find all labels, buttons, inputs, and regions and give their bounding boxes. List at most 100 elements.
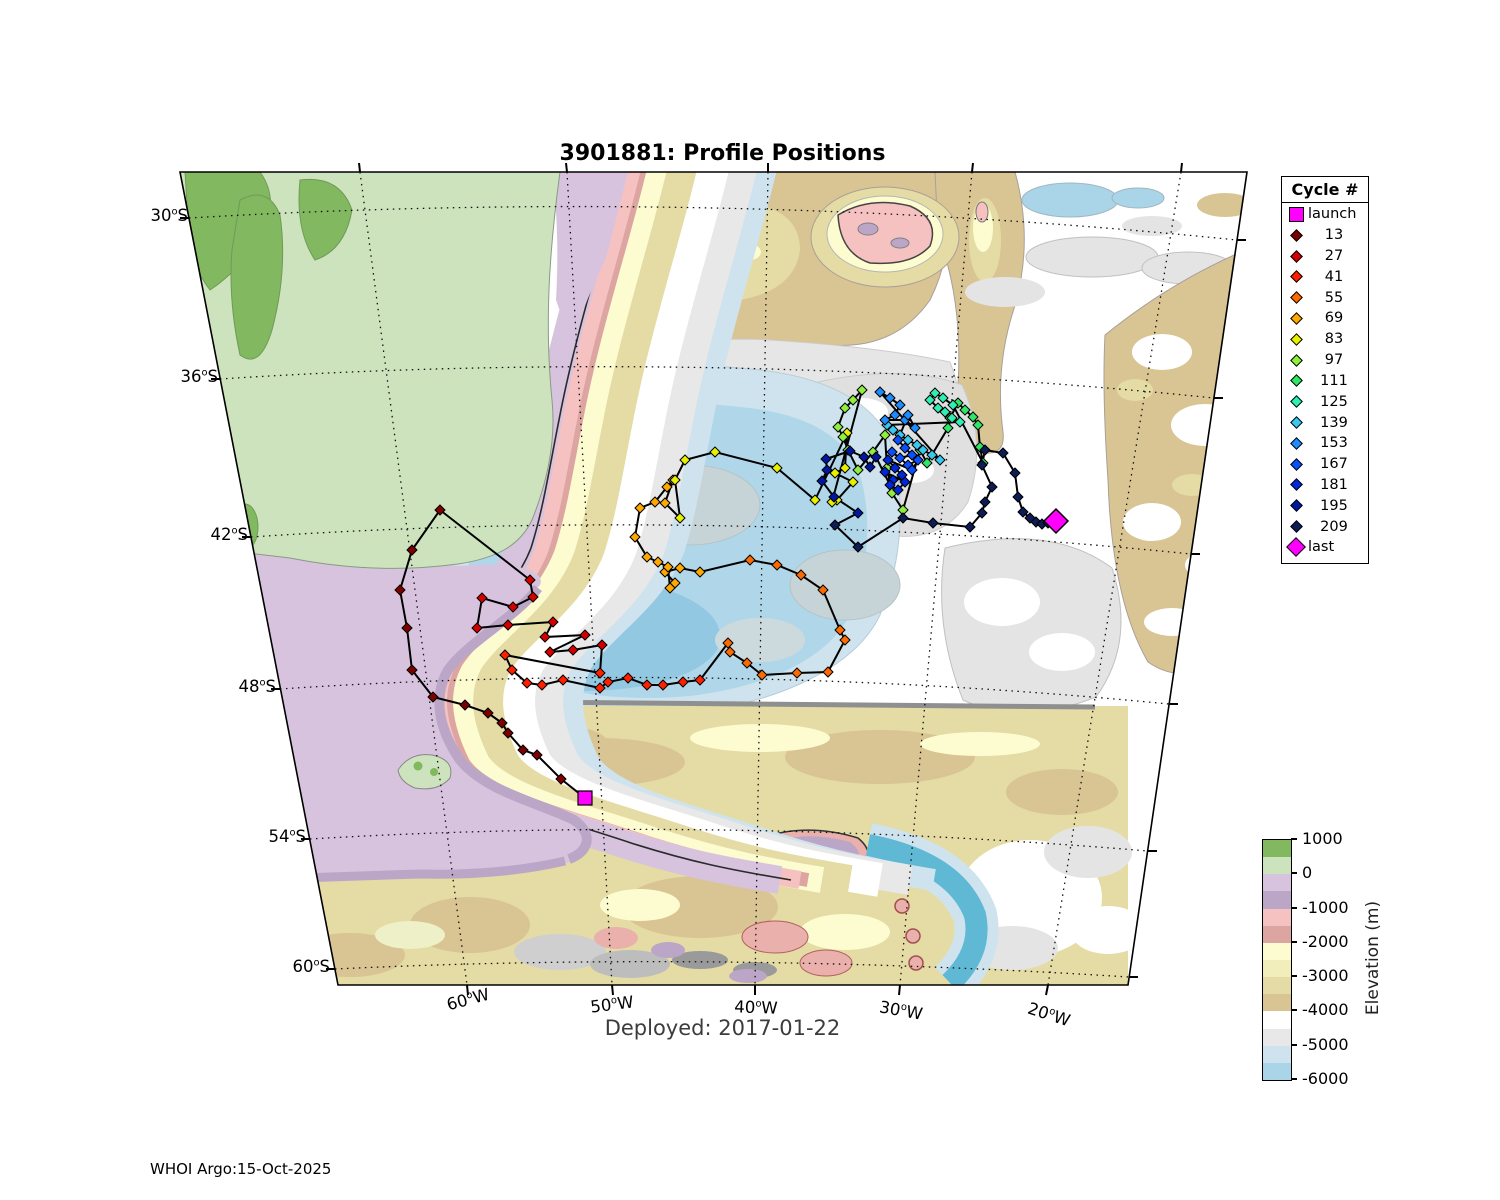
profile-marker: [892, 434, 904, 446]
colorbar-segment-12: [1263, 1045, 1291, 1063]
legend-entry-cycle-181-label: 181: [1320, 476, 1348, 493]
profile-marker: [659, 497, 671, 509]
legend-title: Cycle #: [1282, 177, 1368, 203]
colorbar-segment-2: [1263, 874, 1291, 892]
profile-marker: [879, 414, 891, 426]
legend-entry-cycle-41-label: 41: [1324, 268, 1344, 285]
legend-entry-cycle-209-label: 209: [1320, 518, 1348, 535]
profile-marker: [964, 521, 976, 533]
profile-marker: [401, 622, 413, 634]
legend-entry-cycle-41-marker: [1287, 270, 1305, 284]
profile-marker: [641, 551, 653, 563]
profile-marker: [661, 481, 673, 493]
trajectory-layer: [394, 384, 1070, 806]
legend-entry-cycle-83: 83: [1287, 330, 1363, 349]
profile-marker: [887, 424, 899, 436]
profile-marker: [932, 402, 944, 414]
profile-marker: [1017, 506, 1029, 518]
profile-marker: [669, 474, 681, 486]
profile-marker: [902, 434, 914, 446]
profile-marker: [829, 467, 841, 479]
legend-entry-cycle-139: 139: [1287, 413, 1363, 432]
profile-marker: [976, 507, 988, 519]
legend-entry-cycle-41: 41: [1287, 267, 1363, 286]
profile-marker: [927, 517, 939, 529]
colorbar-segment-5: [1263, 925, 1291, 943]
profile-marker: [937, 392, 949, 404]
profile-marker: [847, 394, 859, 406]
legend-entry-cycle-139-marker: [1287, 416, 1305, 429]
legend-entry-cycle-83-label: 83: [1324, 331, 1344, 348]
lat-label-48S: 48oS: [238, 677, 276, 696]
profile-marker: [722, 637, 734, 649]
profile-marker: [909, 422, 921, 434]
profile-marker: [839, 462, 851, 474]
profile-marker: [547, 616, 559, 628]
profile-marker: [709, 446, 721, 458]
profile-marker: [847, 476, 859, 488]
lat-label-30S: 30oS: [150, 206, 188, 225]
colorbar-tick: [1291, 940, 1297, 943]
colorbar-tick: [1291, 1009, 1297, 1012]
legend-entry-cycle-181: 181: [1287, 475, 1363, 494]
colorbar-tick-label: -1000: [1302, 897, 1349, 917]
profile-marker: [1009, 467, 1021, 479]
profile-marker: [894, 452, 906, 464]
profile-marker: [820, 453, 832, 465]
profile-marker: [839, 634, 851, 646]
colorbar-segment-4: [1263, 908, 1291, 926]
colorbar-axis-label: Elevation (m): [1363, 900, 1383, 1016]
profile-marker: [517, 744, 529, 756]
profile-marker: [821, 464, 833, 476]
legend-entry-cycle-111: 111: [1287, 371, 1363, 390]
colorbar-segment-13: [1263, 1062, 1291, 1080]
colorbar-segment-3: [1263, 891, 1291, 909]
legend-entry-cycle-13-marker: [1287, 228, 1305, 242]
legend-entry-cycle-139-label: 139: [1320, 414, 1348, 431]
launch-marker: [577, 790, 593, 806]
colorbar-tick: [1291, 1078, 1297, 1080]
profile-marker: [929, 387, 941, 399]
colorbar-tick: [1291, 872, 1297, 875]
profile-marker: [594, 667, 606, 679]
profile-marker: [496, 717, 508, 729]
profile-marker: [662, 561, 674, 573]
profile-marker: [816, 475, 828, 487]
legend-entry-cycle-111-marker: [1287, 374, 1305, 388]
legend-entry-cycle-167-marker: [1287, 457, 1305, 471]
profile-marker: [858, 451, 870, 463]
legend-entry-cycle-195-marker: [1287, 499, 1305, 513]
profile-marker: [911, 439, 923, 451]
profile-marker: [972, 419, 984, 431]
profile-marker: [394, 584, 406, 596]
legend-entry-launch: launch: [1287, 205, 1363, 224]
profile-marker: [899, 442, 911, 454]
profile-marker: [837, 431, 849, 443]
profile-marker: [892, 484, 904, 496]
profile-marker: [756, 669, 768, 681]
profile-marker: [889, 409, 901, 421]
axis-ticks: [180, 162, 1246, 996]
profile-marker: [889, 462, 901, 474]
colorbar-segment-11: [1263, 1028, 1291, 1046]
colorbar-tick-label: 0: [1302, 863, 1313, 883]
profile-marker: [939, 406, 951, 418]
profile-marker: [906, 449, 918, 461]
profile-marker: [502, 727, 514, 739]
legend-entry-cycle-83-marker: [1287, 332, 1305, 346]
legend-entry-cycle-209: 209: [1287, 517, 1363, 536]
profile-marker: [567, 644, 579, 656]
profile-marker: [882, 454, 894, 466]
profile-marker: [482, 707, 494, 719]
profile-marker: [629, 531, 641, 543]
legend-entry-cycle-97: 97: [1287, 351, 1363, 370]
profile-marker: [852, 541, 864, 553]
profile-marker: [527, 591, 539, 603]
colorbar-tick-label: -6000: [1302, 1069, 1349, 1088]
legend-entry-cycle-27-label: 27: [1324, 248, 1344, 265]
profile-marker: [771, 559, 783, 571]
profile-marker: [809, 494, 821, 506]
map-terrain: [180, 172, 1247, 985]
profile-marker: [852, 507, 864, 519]
